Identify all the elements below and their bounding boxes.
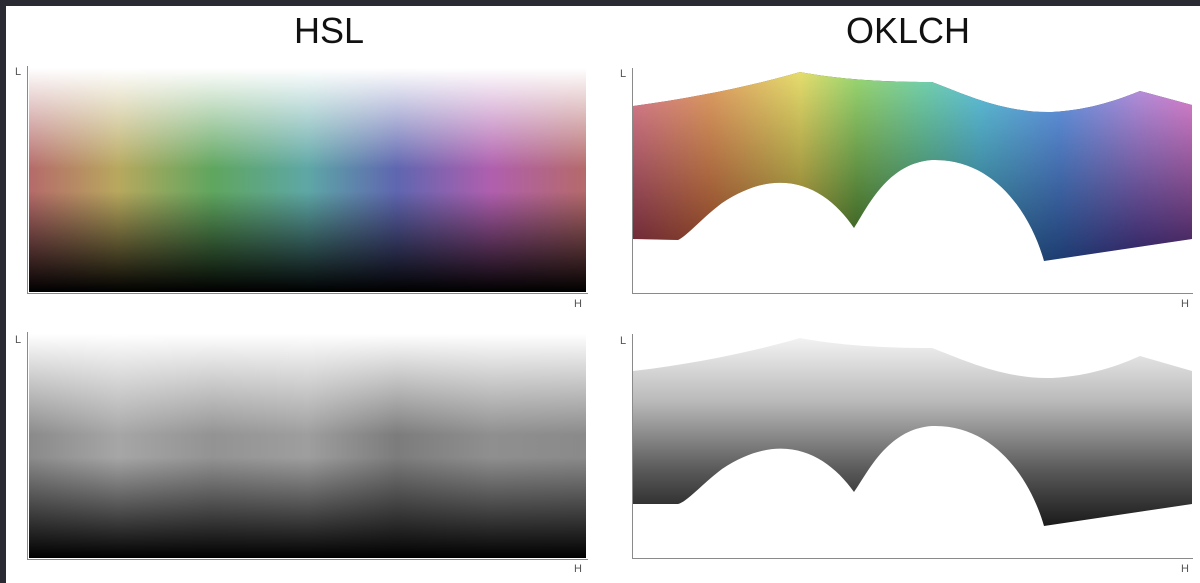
hsl-gray-axes bbox=[27, 332, 588, 560]
hsl-color-x-label: H bbox=[574, 298, 582, 310]
hsl-color-y-label: L bbox=[15, 66, 22, 78]
oklch-color-axes bbox=[632, 68, 1193, 294]
oklch-gray-axes bbox=[632, 334, 1193, 559]
oklch-gray-y-label: L bbox=[620, 335, 627, 347]
oklch-color-plot bbox=[633, 72, 1192, 261]
oklch-color-x-label: H bbox=[1181, 298, 1189, 310]
hsl-color-plot bbox=[29, 68, 586, 292]
hsl-gray-plot bbox=[29, 334, 586, 558]
hsl-title: HSL bbox=[293, 10, 365, 51]
hsl-gray-x-label: H bbox=[574, 563, 582, 575]
oklch-gray-plot bbox=[633, 338, 1192, 526]
oklch-title: OKLCH bbox=[845, 10, 971, 51]
hsl-color-axes bbox=[27, 66, 588, 294]
oklch-gray-x-label: H bbox=[1181, 563, 1189, 575]
hsl-gray-y-label: L bbox=[15, 334, 22, 346]
oklch-color-y-label: L bbox=[620, 68, 627, 80]
